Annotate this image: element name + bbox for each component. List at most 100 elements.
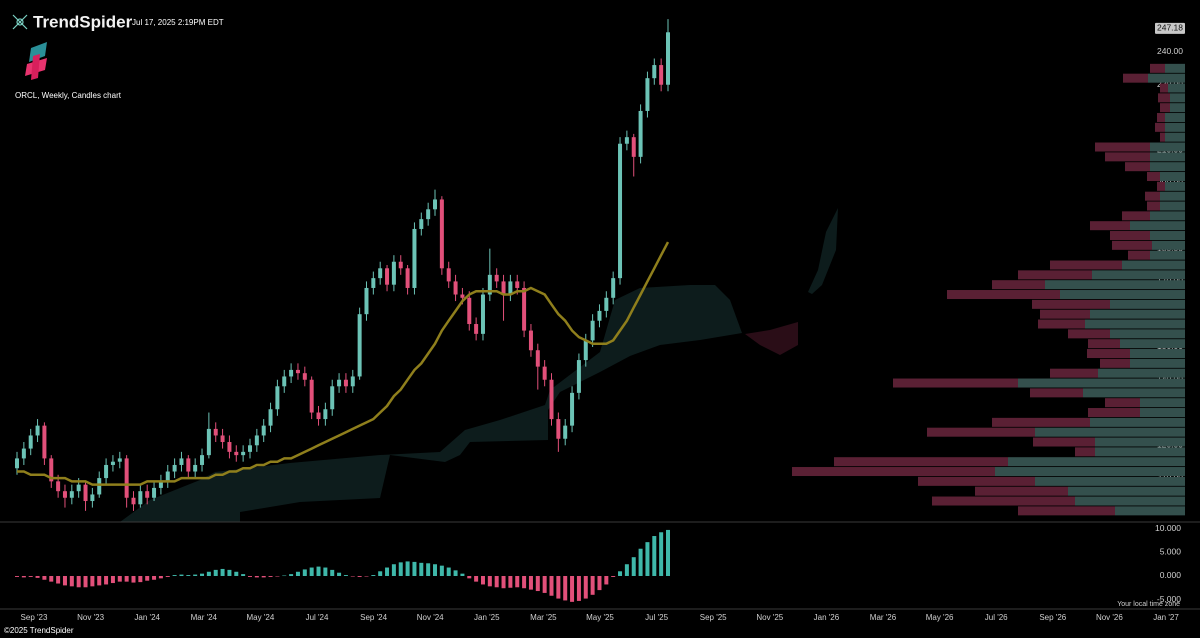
profile-down <box>1032 299 1110 309</box>
time-label: Nov '26 <box>1096 613 1123 622</box>
profile-up <box>1083 388 1185 398</box>
time-label: Jul '24 <box>306 613 329 622</box>
candle-body <box>371 278 376 288</box>
symbol-logo <box>25 42 47 80</box>
brand-name: TrendSpider <box>33 12 133 31</box>
histogram-bar <box>158 575 163 579</box>
histogram-tick-label: 10.000 <box>1155 523 1181 533</box>
time-label: Mar '24 <box>191 613 218 622</box>
histogram-bar <box>398 562 403 576</box>
candle-body <box>638 110 643 157</box>
profile-down <box>1150 63 1165 73</box>
histogram-bar <box>522 575 527 589</box>
histogram-bar <box>487 575 492 587</box>
candle-body <box>659 65 664 85</box>
profile-up <box>1165 122 1185 132</box>
histogram-bar <box>515 575 520 588</box>
profile-down <box>1112 240 1152 250</box>
histogram-bar <box>124 575 129 582</box>
time-label: Jul '26 <box>985 613 1008 622</box>
candle-body <box>535 350 540 367</box>
histogram-bar <box>323 567 328 576</box>
candle-body <box>419 219 424 229</box>
candle-body <box>426 209 431 220</box>
profile-down <box>1147 172 1160 182</box>
candle-body <box>570 392 575 426</box>
profile-down <box>893 378 1018 388</box>
histogram-bar <box>576 575 581 601</box>
profile-up <box>1150 152 1185 162</box>
candle-body <box>193 464 198 472</box>
candle-body <box>337 379 342 387</box>
time-label: May '24 <box>247 613 275 622</box>
histogram-bar <box>385 567 390 576</box>
candle-body <box>76 484 81 492</box>
candle-body <box>124 458 129 498</box>
candle-body <box>508 281 513 295</box>
profile-down <box>992 280 1045 290</box>
profile-down <box>1090 221 1130 231</box>
histogram-tick-label: 5.000 <box>1160 547 1182 557</box>
histogram-bar <box>371 575 376 576</box>
time-label: May '26 <box>926 613 954 622</box>
candle-body <box>131 497 136 505</box>
histogram-bar <box>56 575 61 584</box>
profile-down <box>1068 329 1110 339</box>
histogram-bar <box>110 575 115 584</box>
brand-icon <box>12 14 28 30</box>
histogram-bar <box>275 575 280 577</box>
candle-body <box>542 366 547 380</box>
candle-body <box>56 481 61 492</box>
histogram-bar <box>659 532 664 576</box>
candle-body <box>247 445 252 452</box>
histogram-bar <box>76 575 81 588</box>
histogram-bar <box>241 574 246 576</box>
profile-up <box>1110 299 1185 309</box>
histogram-bar <box>69 575 74 587</box>
histogram-bar <box>309 567 314 576</box>
candle-body <box>158 481 163 488</box>
profile-up <box>1068 486 1185 496</box>
profile-up <box>1165 63 1185 73</box>
time-label: Jul '25 <box>645 613 668 622</box>
histogram-bar <box>261 575 266 578</box>
histogram-bar <box>391 564 396 576</box>
candle-body <box>179 458 184 465</box>
profile-down <box>1087 349 1130 359</box>
candle-body <box>90 494 95 502</box>
profile-up <box>1152 240 1185 250</box>
histogram-bar <box>330 569 335 576</box>
histogram-bar <box>618 571 623 576</box>
timezone-note: Your local time zone <box>1117 601 1180 608</box>
candle-body <box>563 425 568 439</box>
profile-up <box>1075 496 1185 506</box>
time-label: Jan '24 <box>134 613 160 622</box>
candle-body <box>172 464 177 472</box>
profile-down <box>1075 447 1095 457</box>
candle-body <box>165 471 170 482</box>
profile-down <box>1105 152 1150 162</box>
candle-body <box>28 435 33 449</box>
profile-up <box>1095 437 1185 447</box>
profile-down <box>1157 113 1165 123</box>
time-label: May '25 <box>586 613 614 622</box>
candle-body <box>104 464 109 479</box>
profile-up <box>1160 191 1185 201</box>
moving-average <box>17 241 670 486</box>
histogram-bar <box>604 575 609 585</box>
candle-body <box>666 32 670 85</box>
histogram-bar <box>405 561 410 576</box>
histogram-bar <box>378 571 383 576</box>
candle-body <box>323 409 328 420</box>
profile-up <box>995 467 1185 477</box>
profile-down <box>947 290 1060 300</box>
time-label: Mar '26 <box>870 613 897 622</box>
candle-body <box>289 369 294 377</box>
candle-body <box>611 278 616 298</box>
profile-up <box>1165 113 1185 123</box>
histogram-bar <box>474 575 479 582</box>
profile-down <box>1125 162 1150 172</box>
histogram-bar <box>131 575 136 583</box>
profile-down <box>1110 231 1150 241</box>
